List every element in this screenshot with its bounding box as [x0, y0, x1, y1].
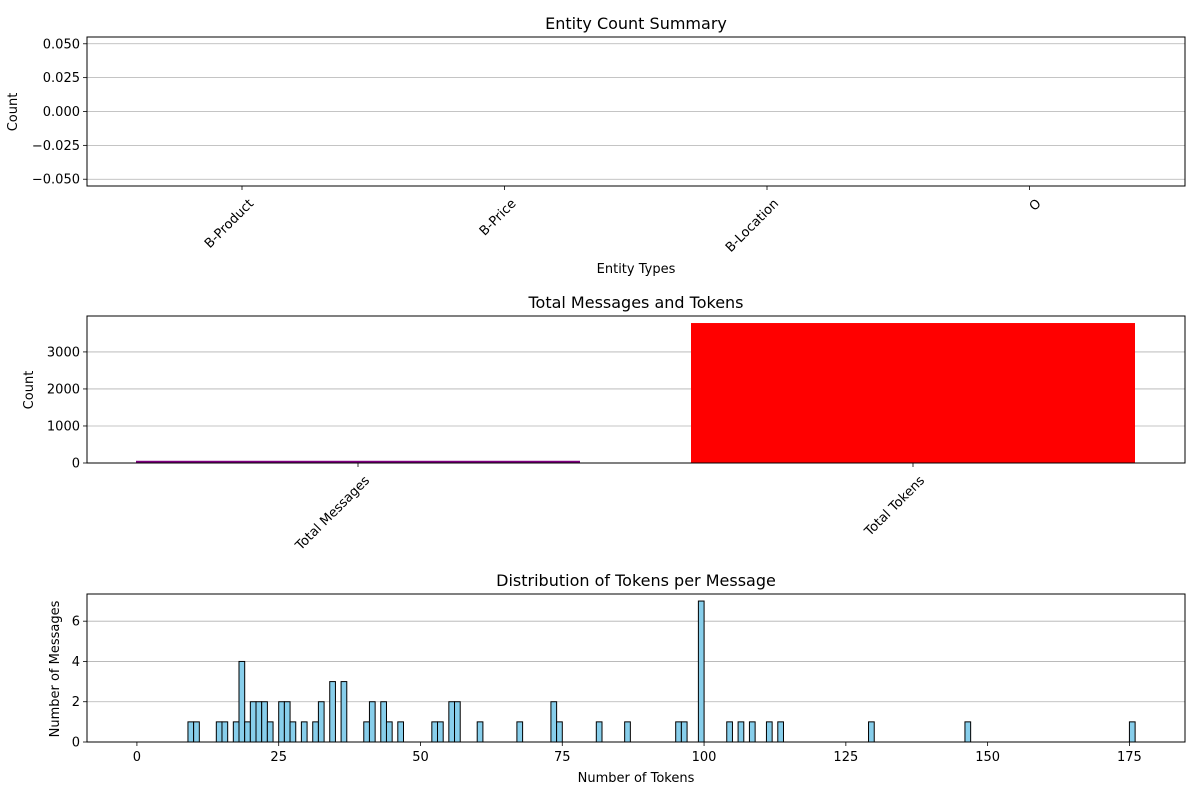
histogram-bar [300, 721, 308, 743]
x-tick-label: 150 [975, 750, 1000, 765]
chart-title: Total Messages and Tokens [527, 293, 743, 312]
entity-count-chart: Entity Count Summary Count Entity Types … [6, 14, 1186, 277]
plot-area [86, 315, 1186, 464]
histogram-bar [726, 721, 733, 743]
x-tick-label: 25 [270, 750, 287, 765]
histogram-bar [312, 721, 319, 743]
histogram-bar [238, 660, 246, 743]
histogram-bar [363, 721, 370, 743]
histogram-bar [385, 721, 393, 743]
x-tick-label: Total Tokens [861, 473, 928, 540]
y-tick-label: −0.050 [32, 173, 80, 188]
histogram-bar [244, 721, 251, 743]
histogram-bar [516, 721, 524, 743]
histogram-bar [278, 701, 285, 743]
histogram-bar [448, 701, 456, 743]
histogram-bar [476, 721, 484, 743]
y-axis-label: Number of Messages [48, 600, 63, 737]
x-tick-label: 125 [833, 750, 858, 765]
y-tick-label: 0 [72, 736, 80, 751]
y-tick-label: 0 [72, 457, 80, 472]
histogram-bar [289, 721, 297, 743]
histogram-bar [431, 721, 439, 743]
y-tick-label: 4 [72, 655, 80, 670]
x-tick-label: 50 [412, 750, 429, 765]
histogram-bar [436, 721, 444, 743]
histogram-bar [193, 721, 200, 743]
x-tick-label: 175 [1117, 750, 1142, 765]
plot-area [86, 593, 1186, 743]
histogram-bar [1128, 721, 1136, 743]
y-tick-label: 0.000 [43, 105, 80, 120]
chart-title: Distribution of Tokens per Message [496, 571, 776, 590]
y-tick-label: 1000 [47, 419, 80, 434]
histogram-bar [680, 721, 688, 743]
histogram-bar [187, 721, 195, 743]
histogram-bar [624, 721, 631, 743]
x-axis-label: Number of Tokens [578, 771, 695, 786]
histogram-bar [317, 701, 325, 743]
histogram-bar [595, 721, 603, 743]
histogram-bar [748, 721, 756, 743]
histogram-bar [397, 721, 405, 743]
histogram-bar [368, 701, 376, 743]
histogram-bar [964, 721, 972, 743]
y-tick-label: 0.050 [43, 37, 80, 52]
histogram-bar [215, 721, 223, 743]
histogram-bar [765, 721, 773, 743]
bar [136, 460, 580, 463]
histogram-bar [777, 721, 784, 743]
y-tick-label: 3000 [47, 345, 80, 360]
histogram-bar [340, 681, 348, 743]
x-axis-label: Entity Types [597, 262, 676, 277]
histogram-bar [556, 721, 563, 743]
y-axis-label: Count [22, 371, 37, 410]
x-tick-label: Total Messages [292, 473, 373, 554]
histogram-bar [675, 721, 682, 743]
bar [691, 323, 1135, 463]
x-tick-label: 100 [692, 750, 717, 765]
y-tick-label: 0.025 [43, 71, 80, 86]
histogram-bar [697, 600, 705, 743]
token-distribution-chart: Distribution of Tokens per Message Numbe… [48, 571, 1186, 786]
histogram-bar [255, 701, 263, 743]
chart-title: Entity Count Summary [545, 14, 727, 33]
histogram-bar [266, 721, 274, 743]
histogram-bar [232, 721, 240, 743]
histogram-bar [454, 701, 461, 743]
histogram-bar [329, 681, 336, 743]
y-tick-label: 2000 [47, 382, 80, 397]
histogram-bar [550, 701, 558, 743]
histogram-bar [737, 721, 745, 743]
x-tick-label: B-Location [723, 196, 782, 255]
y-axis-label: Count [6, 93, 21, 132]
y-tick-label: −0.025 [32, 139, 80, 154]
histogram-bar [249, 701, 257, 743]
x-tick-label: 0 [133, 750, 141, 765]
x-tick-label: B-Price [477, 196, 520, 239]
histogram-bar [221, 721, 229, 743]
histogram-bar [261, 701, 268, 743]
totals-chart: Total Messages and Tokens Count 0 1000 200… [22, 293, 1186, 554]
histogram-bar [380, 701, 387, 743]
y-tick-label: 2 [72, 695, 80, 710]
y-tick-label: 6 [72, 615, 80, 630]
x-tick-label: O [1027, 196, 1045, 214]
x-tick-label: B-Product [202, 196, 257, 251]
histogram-bar [868, 721, 875, 743]
x-tick-label: 75 [554, 750, 571, 765]
histogram-bar [283, 701, 291, 743]
